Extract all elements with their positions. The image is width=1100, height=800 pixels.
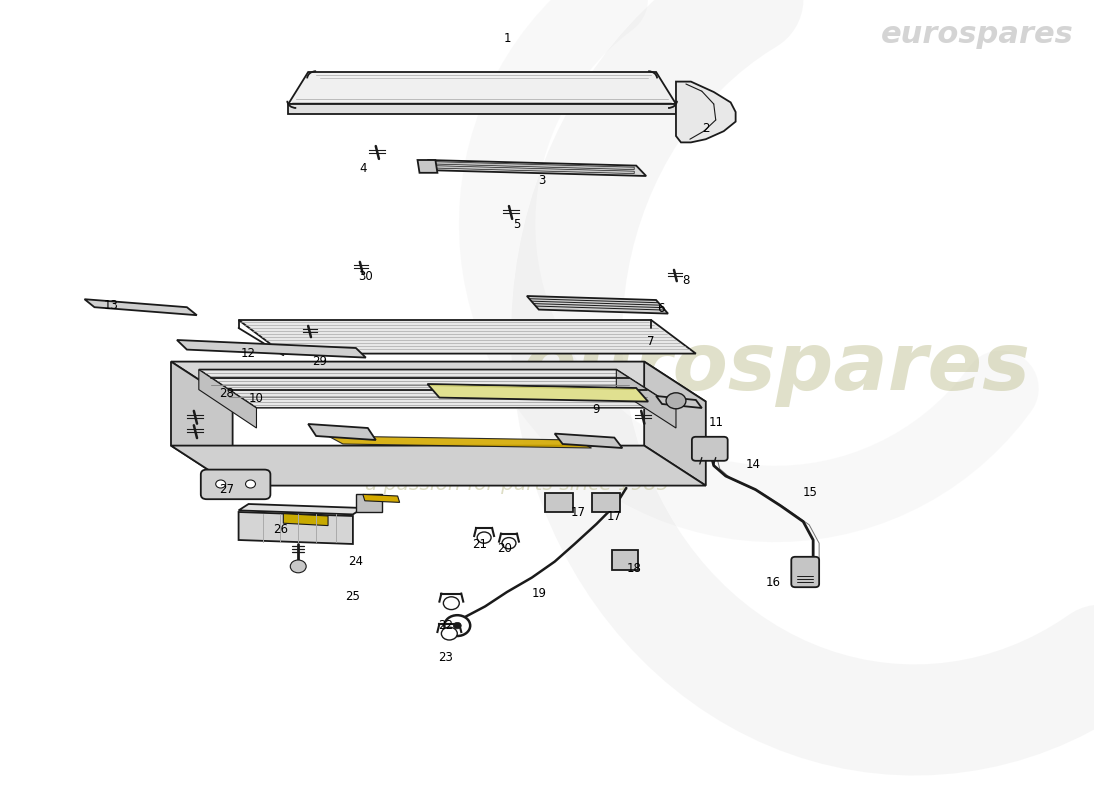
Text: 27: 27 [219, 483, 234, 496]
Text: eurospares: eurospares [881, 20, 1074, 49]
Text: 25: 25 [345, 590, 361, 602]
Polygon shape [288, 72, 676, 104]
Polygon shape [645, 362, 706, 486]
Polygon shape [527, 296, 668, 314]
Text: 7: 7 [648, 335, 654, 348]
Polygon shape [432, 162, 635, 170]
Polygon shape [170, 362, 232, 486]
Polygon shape [239, 512, 353, 544]
FancyBboxPatch shape [791, 557, 820, 587]
Polygon shape [85, 299, 197, 315]
Circle shape [290, 560, 306, 573]
Polygon shape [308, 424, 376, 440]
Text: 23: 23 [438, 651, 453, 664]
Polygon shape [239, 320, 696, 354]
Polygon shape [418, 160, 438, 173]
Polygon shape [428, 384, 648, 402]
Text: 1: 1 [503, 32, 510, 45]
Polygon shape [199, 370, 676, 408]
Polygon shape [656, 396, 702, 408]
Text: 15: 15 [803, 486, 817, 498]
Text: 3: 3 [538, 174, 546, 186]
Text: 19: 19 [531, 587, 547, 600]
Circle shape [453, 622, 461, 629]
Text: 12: 12 [241, 347, 256, 360]
Text: 18: 18 [627, 562, 641, 574]
Polygon shape [177, 340, 366, 358]
Text: 16: 16 [766, 576, 781, 589]
Text: 8: 8 [682, 274, 690, 286]
Text: 29: 29 [312, 355, 328, 368]
Polygon shape [170, 362, 706, 402]
Polygon shape [616, 370, 676, 428]
Polygon shape [199, 370, 256, 428]
Text: 4: 4 [359, 162, 366, 174]
Text: 14: 14 [746, 458, 761, 470]
Text: 21: 21 [472, 538, 486, 550]
Polygon shape [554, 434, 623, 448]
FancyBboxPatch shape [544, 493, 573, 512]
Circle shape [441, 627, 458, 640]
FancyBboxPatch shape [201, 470, 271, 499]
Text: eurospares: eurospares [521, 329, 1030, 407]
FancyBboxPatch shape [593, 493, 620, 512]
Text: 24: 24 [349, 555, 363, 568]
Circle shape [502, 538, 516, 549]
Text: 22: 22 [438, 619, 453, 632]
Text: 9: 9 [593, 403, 601, 416]
Text: 10: 10 [249, 392, 264, 405]
Text: 26: 26 [273, 523, 288, 536]
Text: 5: 5 [514, 218, 520, 230]
Polygon shape [428, 160, 646, 176]
Text: 20: 20 [497, 542, 513, 554]
Circle shape [443, 597, 460, 610]
Polygon shape [432, 166, 635, 174]
Text: 17: 17 [571, 506, 586, 518]
Polygon shape [288, 104, 676, 114]
Text: 17: 17 [607, 510, 621, 522]
Polygon shape [328, 436, 592, 448]
Circle shape [444, 615, 470, 636]
Text: 13: 13 [103, 299, 119, 312]
Text: a passion for parts since 1985: a passion for parts since 1985 [365, 474, 669, 494]
Circle shape [245, 480, 255, 488]
Circle shape [666, 393, 686, 409]
Circle shape [216, 480, 225, 488]
Text: 2: 2 [702, 122, 710, 134]
FancyBboxPatch shape [692, 437, 728, 461]
Polygon shape [363, 494, 399, 502]
Text: 30: 30 [359, 270, 373, 282]
Polygon shape [170, 446, 706, 486]
Polygon shape [284, 514, 328, 526]
FancyBboxPatch shape [356, 494, 382, 512]
Polygon shape [676, 82, 736, 142]
FancyBboxPatch shape [613, 550, 638, 570]
Polygon shape [239, 504, 363, 514]
Text: 28: 28 [219, 387, 234, 400]
Circle shape [477, 532, 491, 543]
Text: 6: 6 [658, 302, 664, 314]
Text: 11: 11 [708, 416, 723, 429]
